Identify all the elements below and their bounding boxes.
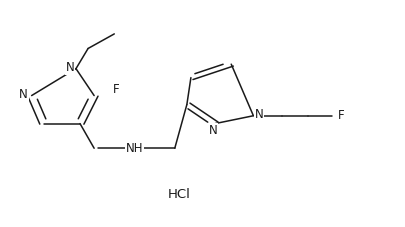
Text: F: F xyxy=(113,84,119,96)
Text: N: N xyxy=(208,124,217,137)
Text: N: N xyxy=(65,61,74,74)
Text: NH: NH xyxy=(126,142,143,155)
Text: F: F xyxy=(337,109,343,122)
Text: HCl: HCl xyxy=(167,188,190,201)
Text: N: N xyxy=(19,88,28,101)
Text: N: N xyxy=(254,108,263,121)
